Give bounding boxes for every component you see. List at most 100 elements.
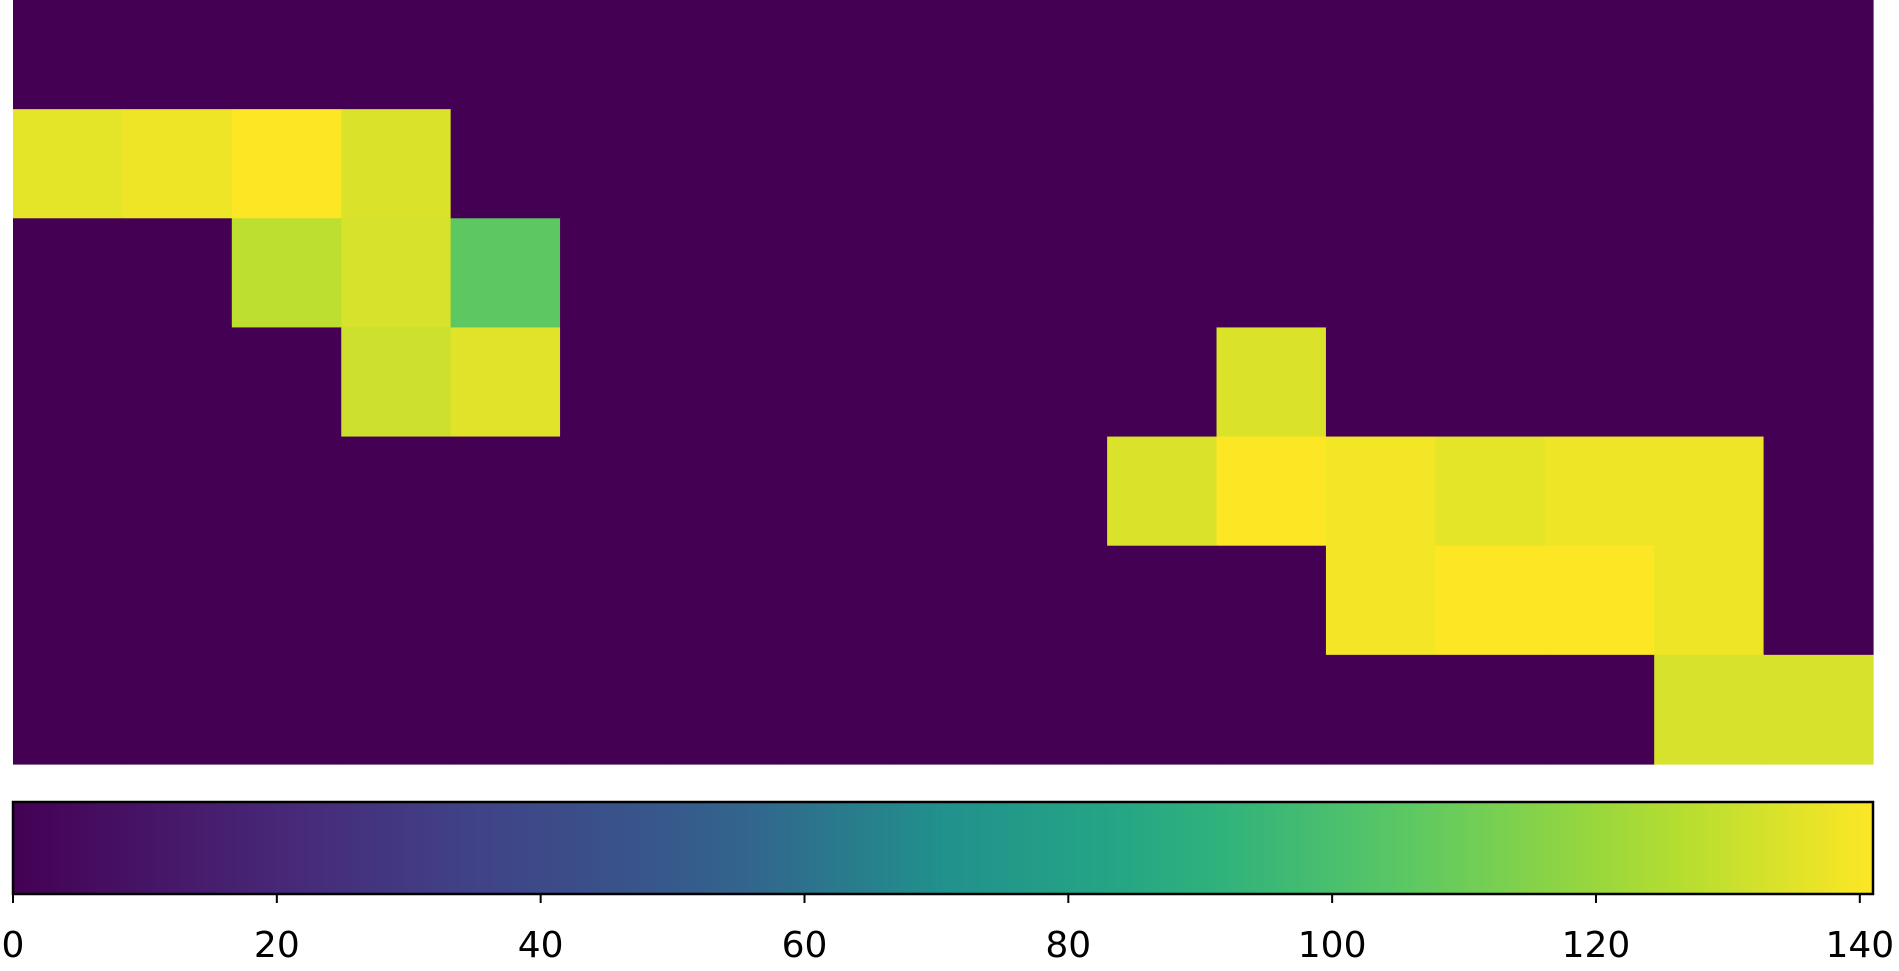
heatmap-cell-r1-c8 (888, 109, 999, 219)
heatmap-cell-r6-c16 (1763, 654, 1874, 765)
colorbar-ticks: 0 20 40 60 80 100 120 140 (2, 894, 1894, 966)
heatmap-cell-r4-c15 (1654, 436, 1765, 547)
heatmap-cell-r0-c9 (997, 0, 1108, 110)
colorbar-gradient (13, 802, 1873, 894)
heatmap-cell-r5-c16 (1763, 545, 1874, 656)
heatmap-cell-r1-c13 (1435, 109, 1546, 219)
heatmap-cell-r0-c2 (231, 0, 342, 110)
colorbar-tick-label: 0 (2, 925, 25, 966)
heatmap-cell-r2-c16 (1763, 218, 1874, 329)
heatmap-cell-r4-c14 (1544, 436, 1655, 547)
heatmap-cell-r5-c15 (1654, 545, 1765, 656)
heatmap-cell-r6-c1 (122, 654, 233, 765)
heatmap-cell-r3-c15 (1654, 327, 1765, 438)
heatmap-cell-r3-c4 (450, 327, 561, 438)
heatmap-cell-r4-c11 (1216, 436, 1327, 547)
heatmap-cell-r4-c2 (231, 436, 342, 547)
heatmap-cell-r5-c1 (122, 545, 233, 656)
heatmap-cell-r5-c3 (341, 545, 452, 656)
heatmap-cell-r2-c8 (888, 218, 999, 329)
heatmap-cell-r3-c7 (778, 327, 889, 438)
heatmap-cell-r6-c14 (1544, 654, 1655, 765)
heatmap-cell-r3-c10 (1107, 327, 1218, 438)
heatmap-cell-r5-c5 (560, 545, 671, 656)
heatmap-cell-r5-c7 (778, 545, 889, 656)
heatmap-cell-r3-c5 (560, 327, 671, 438)
heatmap-cell-r2-c1 (122, 218, 233, 329)
heatmap-cell-r2-c14 (1544, 218, 1655, 329)
heatmap-cell-r4-c3 (341, 436, 452, 547)
heatmap-cell-r5-c9 (997, 545, 1108, 656)
heatmap-cell-r5-c4 (450, 545, 561, 656)
heatmap-cell-r0-c13 (1435, 0, 1546, 110)
heatmap-cell-r6-c3 (341, 654, 452, 765)
heatmap-cell-r1-c4 (450, 109, 561, 219)
heatmap-cell-r5-c14 (1544, 545, 1655, 656)
heatmap-cell-r4-c10 (1107, 436, 1218, 547)
heatmap-cell-r5-c10 (1107, 545, 1218, 656)
heatmap-cell-r6-c10 (1107, 654, 1218, 765)
heatmap-cell-r1-c9 (997, 109, 1108, 219)
heatmap-cell-r6-c2 (231, 654, 342, 765)
colorbar-tick-label: 20 (254, 925, 300, 966)
heatmap-cell-r0-c10 (1107, 0, 1218, 110)
heatmap-cell-r1-c3 (341, 109, 452, 219)
heatmap-cell-r1-c2 (231, 109, 342, 219)
colorbar: 0 20 40 60 80 100 120 140 (2, 800, 1894, 966)
heatmap-cell-r6-c5 (560, 654, 671, 765)
heatmap-cell-r0-c5 (560, 0, 671, 110)
heatmap-cell-r0-c14 (1544, 0, 1655, 110)
heatmap-cell-r0-c4 (450, 0, 561, 110)
heatmap-cell-r6-c0 (13, 654, 124, 765)
heatmap-cell-r4-c8 (888, 436, 999, 547)
heatmap-cell-r3-c12 (1325, 327, 1436, 438)
heatmap-cell-r2-c6 (669, 218, 780, 329)
heatmap-cell-r2-c5 (560, 218, 671, 329)
heatmap-cell-r1-c7 (778, 109, 889, 219)
colorbar-tick-label: 60 (782, 925, 828, 966)
heatmap-cell-r5-c2 (231, 545, 342, 656)
heatmap-cell-r2-c10 (1107, 218, 1218, 329)
heatmap-cell-r3-c1 (122, 327, 233, 438)
heatmap-cell-r4-c9 (997, 436, 1108, 547)
heatmap-cell-r6-c11 (1216, 654, 1327, 765)
heatmap-cell-r5-c6 (669, 545, 780, 656)
heatmap-cell-r1-c15 (1654, 109, 1765, 219)
heatmap-cell-r0-c11 (1216, 0, 1327, 110)
heatmap-cell-r0-c15 (1654, 0, 1765, 110)
heatmap-cell-r2-c3 (341, 218, 452, 329)
heatmap-cell-r1-c6 (669, 109, 780, 219)
heatmap-cell-r6-c8 (888, 654, 999, 765)
heatmap-cell-r4-c1 (122, 436, 233, 547)
heatmap-cell-r0-c7 (778, 0, 889, 110)
heatmap-cell-r1-c10 (1107, 109, 1218, 219)
heatmap-grid (13, 0, 1874, 765)
heatmap-cell-r5-c12 (1325, 545, 1436, 656)
heatmap-cell-r4-c4 (450, 436, 561, 547)
heatmap-cell-r3-c9 (997, 327, 1108, 438)
heatmap-cell-r6-c13 (1435, 654, 1546, 765)
heatmap-cell-r4-c12 (1325, 436, 1436, 547)
heatmap-cell-r4-c7 (778, 436, 889, 547)
colorbar-tick-label: 100 (1298, 925, 1367, 966)
heatmap-cell-r2-c7 (778, 218, 889, 329)
heatmap-cell-r5-c11 (1216, 545, 1327, 656)
heatmap-cell-r6-c15 (1654, 654, 1765, 765)
heatmap-cell-r2-c4 (450, 218, 561, 329)
heatmap-cell-r5-c8 (888, 545, 999, 656)
heatmap-cell-r3-c8 (888, 327, 999, 438)
heatmap-cell-r0-c3 (341, 0, 452, 110)
heatmap-cell-r5-c13 (1435, 545, 1546, 656)
heatmap-cell-r3-c14 (1544, 327, 1655, 438)
heatmap-cell-r1-c11 (1216, 109, 1327, 219)
heatmap-cell-r0-c12 (1325, 0, 1436, 110)
heatmap-cell-r2-c9 (997, 218, 1108, 329)
heatmap-cell-r1-c5 (560, 109, 671, 219)
heatmap-cell-r1-c0 (13, 109, 124, 219)
heatmap-cell-r6-c6 (669, 654, 780, 765)
heatmap-cell-r6-c4 (450, 654, 561, 765)
heatmap-cell-r4-c0 (13, 436, 124, 547)
heatmap-cell-r3-c16 (1763, 327, 1874, 438)
